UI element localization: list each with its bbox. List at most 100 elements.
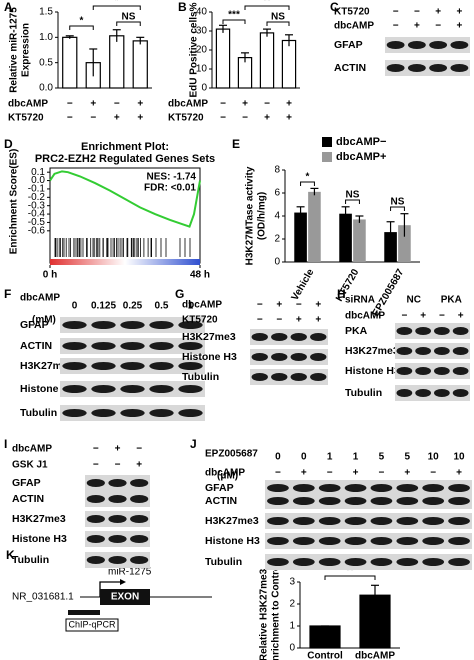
blot-band	[251, 353, 268, 361]
condition-mark: +	[458, 311, 464, 322]
sig-label: NS	[346, 190, 360, 201]
blot-band	[434, 327, 450, 335]
sig-bracket	[266, 21, 290, 26]
es-line	[49, 170, 201, 228]
panel-letter: B	[178, 0, 187, 14]
panel-letter: J	[190, 437, 197, 451]
y-tick-label: 0.0	[39, 83, 53, 94]
y-tick-label: 3	[289, 577, 295, 588]
blot-band	[310, 333, 327, 341]
condition-name: KT5720	[334, 7, 370, 18]
blot-strip	[250, 329, 328, 345]
blot-band	[396, 389, 413, 397]
blot-strip	[250, 349, 328, 365]
row-label: H3K27me3	[205, 515, 259, 527]
condition-name: dbcAMP	[205, 468, 245, 479]
blot-band	[344, 497, 367, 505]
condition-mark: 0	[72, 301, 78, 312]
row-label: Tubulin	[205, 556, 242, 568]
condition-mark: +	[456, 7, 462, 18]
blot-band	[178, 362, 203, 370]
condition-mark: 0.5	[155, 301, 169, 312]
blot-band	[396, 537, 419, 545]
sig-label: *	[115, 0, 119, 7]
y-tick-label: 2	[289, 599, 295, 610]
blot-band	[450, 64, 469, 72]
y-tick-label: 2	[274, 234, 280, 245]
row-label: Histone H3	[205, 535, 260, 547]
panel-letter: I	[4, 437, 7, 451]
blot-band	[370, 517, 393, 525]
blot-band	[407, 41, 426, 49]
blot-band	[120, 409, 145, 417]
condition-mark: −	[67, 99, 73, 110]
bar	[132, 40, 148, 89]
condition-mark: +	[90, 99, 96, 110]
blot-band	[130, 495, 149, 503]
blot-band	[318, 484, 341, 492]
blot-band	[130, 535, 149, 543]
condition-mark: +	[114, 113, 120, 124]
blot-band	[415, 367, 431, 375]
row-label: Tubulin	[345, 387, 382, 399]
sig-label: **	[346, 566, 354, 577]
blot-band	[386, 64, 405, 72]
blot-band	[318, 558, 341, 566]
exon-label: EXON	[111, 592, 139, 603]
blot-band	[434, 367, 450, 375]
sig-bracket	[116, 21, 141, 26]
y-tick-label: 1.0	[39, 32, 53, 43]
blot-band	[267, 517, 289, 525]
panel-letter: D	[4, 137, 13, 151]
condition-mark: PKA	[441, 295, 462, 306]
blot-band	[108, 479, 127, 487]
condition-mark: +	[301, 468, 307, 479]
panel-letter: H	[337, 287, 346, 301]
blot-band	[91, 321, 116, 329]
condition-mark: −	[90, 113, 96, 124]
blot-band	[149, 342, 174, 350]
condition-mark: 5	[379, 452, 385, 463]
blot-band	[62, 385, 87, 393]
sig-bracket	[222, 19, 246, 24]
sig-bracket	[244, 5, 290, 10]
bar	[294, 212, 307, 262]
y-tick-label: 0	[201, 83, 207, 94]
row-label: Histone H3	[12, 533, 67, 545]
condition-mark: +	[420, 311, 426, 322]
primer-box	[65, 618, 119, 632]
condition-name: dbcAMP	[334, 21, 374, 32]
condition-mark: +	[137, 99, 143, 110]
condition-mark: +	[456, 468, 462, 479]
blot-band	[415, 327, 431, 335]
blot-band	[429, 41, 448, 49]
y-tick-label: 4	[274, 211, 280, 222]
y-axis-label: Relative miR-1275	[9, 7, 20, 93]
condition-mark: +	[353, 468, 359, 479]
y-tick-label: 1	[289, 621, 295, 632]
condition-mark: −	[220, 113, 226, 124]
blot-strip	[265, 480, 472, 496]
sig-label: ***	[228, 10, 240, 21]
panel-letter: E	[232, 137, 240, 151]
condition-mark: −	[296, 300, 302, 311]
y-axis-label: H3K27MTase activity	[245, 166, 256, 265]
sig-bracket	[345, 199, 360, 204]
condition-mark: −	[430, 468, 436, 479]
sig-label: *	[306, 172, 310, 183]
condition-mark: +	[276, 300, 282, 311]
blot-band	[344, 558, 367, 566]
condition-mark: −	[435, 21, 441, 32]
condition-mark: 0.25	[123, 301, 143, 312]
y-tick-label: -0.3	[28, 200, 46, 211]
condition-mark: −	[414, 7, 420, 18]
blot-band	[318, 537, 341, 545]
condition-mark: +	[137, 113, 143, 124]
condition-mark: +	[435, 7, 441, 18]
row-label: GFAP	[334, 39, 363, 51]
y-tick-label: 0.0	[31, 175, 45, 186]
blot-band	[251, 333, 268, 341]
blot-band	[267, 484, 289, 492]
